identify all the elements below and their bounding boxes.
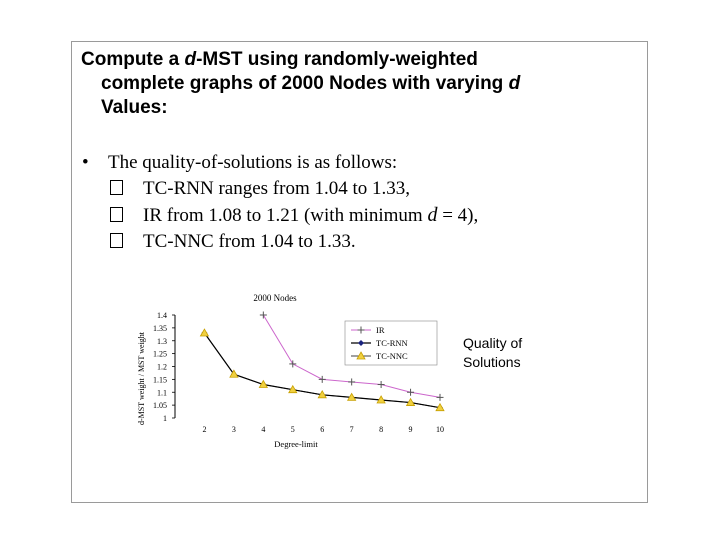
tcnnc-marker: [435, 402, 445, 412]
bullet-list: • The quality-of-solutions is as follows:…: [82, 150, 642, 255]
x-tick-label: 9: [409, 425, 413, 434]
tcnnc-marker: [288, 384, 298, 394]
y-tick-label: 1.4: [157, 311, 167, 320]
x-tick-label: 6: [320, 425, 324, 434]
chart: 1 1.05 1.1 1.15 1.2 1.25 1.3 1.35 1.4 2 3 4 5 6 7 8 9 10 …: [130, 285, 450, 455]
y-tick-label: 1.3: [157, 337, 167, 346]
sub-bullet-variable-d: d: [427, 204, 438, 226]
side-label-line: Solutions: [463, 354, 521, 370]
heading-text: -MST using randomly-weighted: [196, 49, 478, 70]
sub-bullet-text: = 4),: [437, 205, 479, 226]
y-axis-label: d-MST weight / MST weight: [137, 331, 146, 425]
sub-bullet-tcnnc: TC-NNC from 1.04 to 1.33.: [82, 229, 642, 255]
slide-heading: Compute a d-MST using randomly-weighted …: [81, 48, 641, 120]
x-tick-label: 10: [436, 425, 444, 434]
x-tick-label: 3: [232, 425, 236, 434]
x-tick-label: 7: [350, 425, 354, 434]
legend-label: IR: [376, 325, 385, 335]
slide-frame: [71, 41, 648, 503]
chart-legend: IR TC-RNN TC-NNC: [344, 320, 438, 366]
tcnnc-marker: [199, 328, 210, 337]
bullet-dot: •: [82, 152, 89, 173]
checkbox-square-icon: [110, 233, 123, 248]
checkbox-square-icon: [110, 180, 123, 195]
legend-label: TC-RNN: [376, 338, 408, 348]
heading-variable-d: d: [508, 73, 521, 94]
x-tick-label: 2: [202, 425, 206, 434]
tcnnc-marker: [317, 390, 327, 399]
heading-line-2: complete graphs of 2000 Nodes with varyi…: [81, 72, 641, 96]
bullet-text: The quality-of-solutions is as follows:: [108, 152, 398, 173]
y-tick-label: 1.2: [157, 363, 167, 372]
y-tick-label: 1.15: [153, 375, 167, 384]
quality-of-solutions-label: Quality of Solutions: [463, 334, 583, 372]
checkbox-square-icon: [110, 207, 123, 222]
heading-line-1: Compute a d-MST using randomly-weighted: [81, 48, 641, 72]
tcnnc-marker: [376, 395, 386, 404]
chart-series: [199, 311, 445, 412]
heading-text: complete graphs of 2000 Nodes with varyi…: [101, 73, 509, 94]
y-tick-label: 1.25: [153, 350, 167, 359]
heading-variable-d: d: [184, 49, 197, 70]
line-chart: 11.051.11.151.21.251.31.351.42 3 4 5 6 7 8 9 10 …: [137, 293, 445, 449]
side-label-line: Quality of: [463, 335, 523, 351]
sub-bullet-text: IR from 1.08 to 1.21 (with minimum: [143, 205, 428, 226]
tcrnn-marker: [358, 340, 364, 346]
sub-bullet-tcrnn: TC-RNN ranges from 1.04 to 1.33,: [82, 176, 642, 202]
chart-text: 2000 Nodes Degree-limit d-MST weight / MST…: [137, 293, 318, 449]
sub-bullet-text: TC-RNN ranges from 1.04 to 1.33,: [143, 178, 411, 199]
legend-label: TC-NNC: [376, 351, 408, 361]
y-tick-label: 1: [163, 414, 167, 423]
x-axis-label: Degree-limit: [274, 439, 318, 449]
heading-line-3: Values:: [101, 97, 168, 118]
y-tick-label: 1.05: [153, 401, 167, 410]
heading-text: Compute a: [81, 49, 185, 70]
tcnnc-marker: [346, 392, 357, 401]
chart-title: 2000 Nodes: [253, 293, 297, 303]
tcnnc-marker: [356, 351, 366, 360]
x-tick-label: 4: [261, 425, 265, 434]
chart-ticks: 1 1.05 1.1 1.15 1.2 1.25 1.3 1.35 1.4 2 3 4 5 6 7 8 9 10: [153, 311, 444, 434]
bullet-main: • The quality-of-solutions is as follows:: [82, 150, 642, 176]
tcnnc-marker: [229, 369, 239, 378]
y-tick-label: 1.1: [157, 388, 167, 397]
tcnnc-marker: [405, 397, 416, 406]
sub-bullet-ir: IR from 1.08 to 1.21 (with minimum d = 4…: [82, 202, 642, 229]
x-tick-label: 8: [379, 425, 383, 434]
sub-bullet-text: TC-NNC from 1.04 to 1.33.: [143, 231, 356, 252]
x-tick-label: 5: [291, 425, 295, 434]
tcnnc-marker: [258, 379, 269, 388]
y-tick-label: 1.35: [153, 324, 167, 333]
